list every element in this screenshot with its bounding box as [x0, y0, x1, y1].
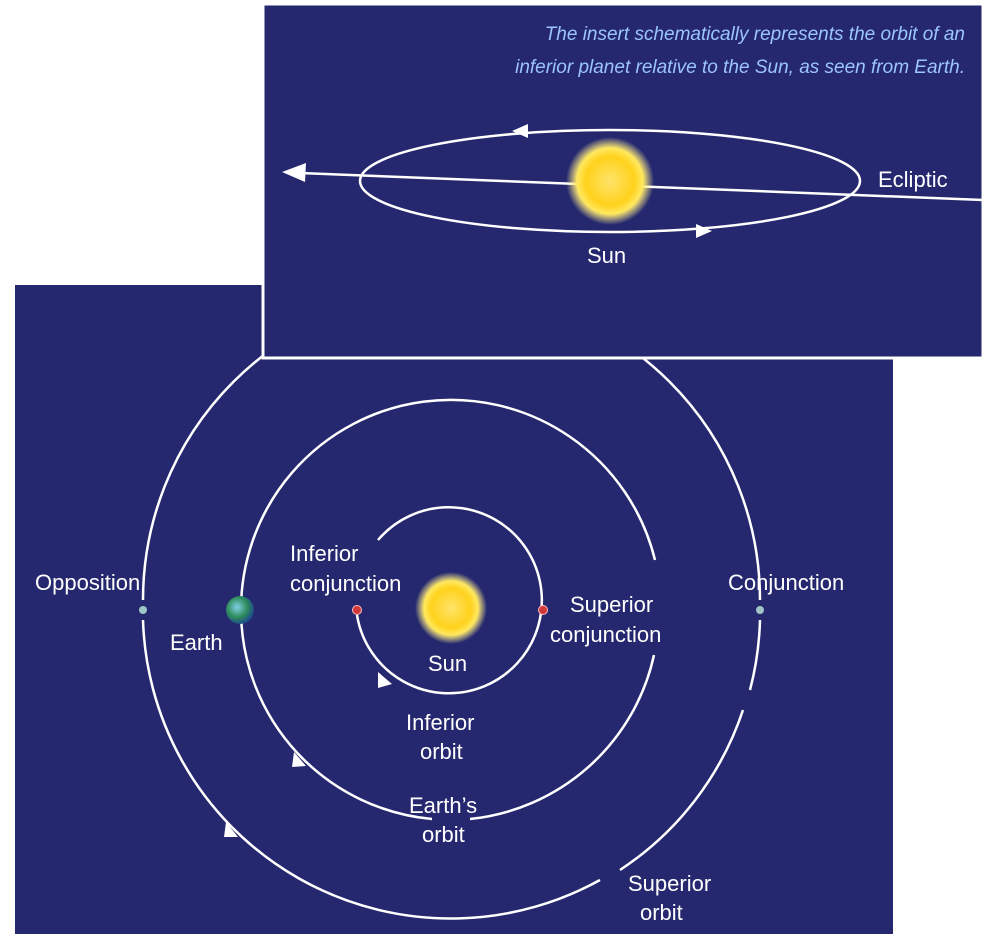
arrow [292, 752, 306, 767]
sun [566, 137, 654, 225]
label: Superior [570, 592, 653, 617]
label: Ecliptic [878, 167, 948, 192]
label: Inferior [290, 541, 358, 566]
arrow [512, 124, 528, 138]
arrow [378, 672, 392, 688]
label: conjunction [290, 571, 401, 596]
inset-orbit [358, 128, 862, 234]
label: Sun [587, 243, 626, 268]
label: Superior [628, 871, 711, 896]
label: Sun [428, 651, 467, 676]
arrow [696, 224, 712, 238]
earth [226, 596, 254, 624]
caption: inferior planet relative to the Sun, as … [515, 57, 965, 78]
arrow [282, 163, 306, 182]
planet [756, 606, 764, 614]
planet [139, 606, 147, 614]
label: Opposition [35, 570, 140, 595]
label: orbit [420, 739, 463, 764]
label: Conjunction [728, 570, 844, 595]
orbit-arrows [224, 672, 392, 837]
label: Earth’s [409, 793, 477, 818]
label: Earth [170, 630, 223, 655]
superior-orbit [141, 290, 762, 920]
orbits [141, 290, 762, 920]
label: orbit [422, 822, 465, 847]
arrow [224, 822, 238, 837]
label: conjunction [550, 622, 661, 647]
planet [352, 605, 362, 615]
inferior-orbit [355, 506, 544, 695]
earths-orbit [239, 398, 657, 821]
label: orbit [640, 900, 683, 925]
label: Inferior [406, 710, 474, 735]
planet [538, 605, 548, 615]
sun [415, 572, 487, 644]
caption: The insert schematically represents the … [545, 24, 965, 45]
